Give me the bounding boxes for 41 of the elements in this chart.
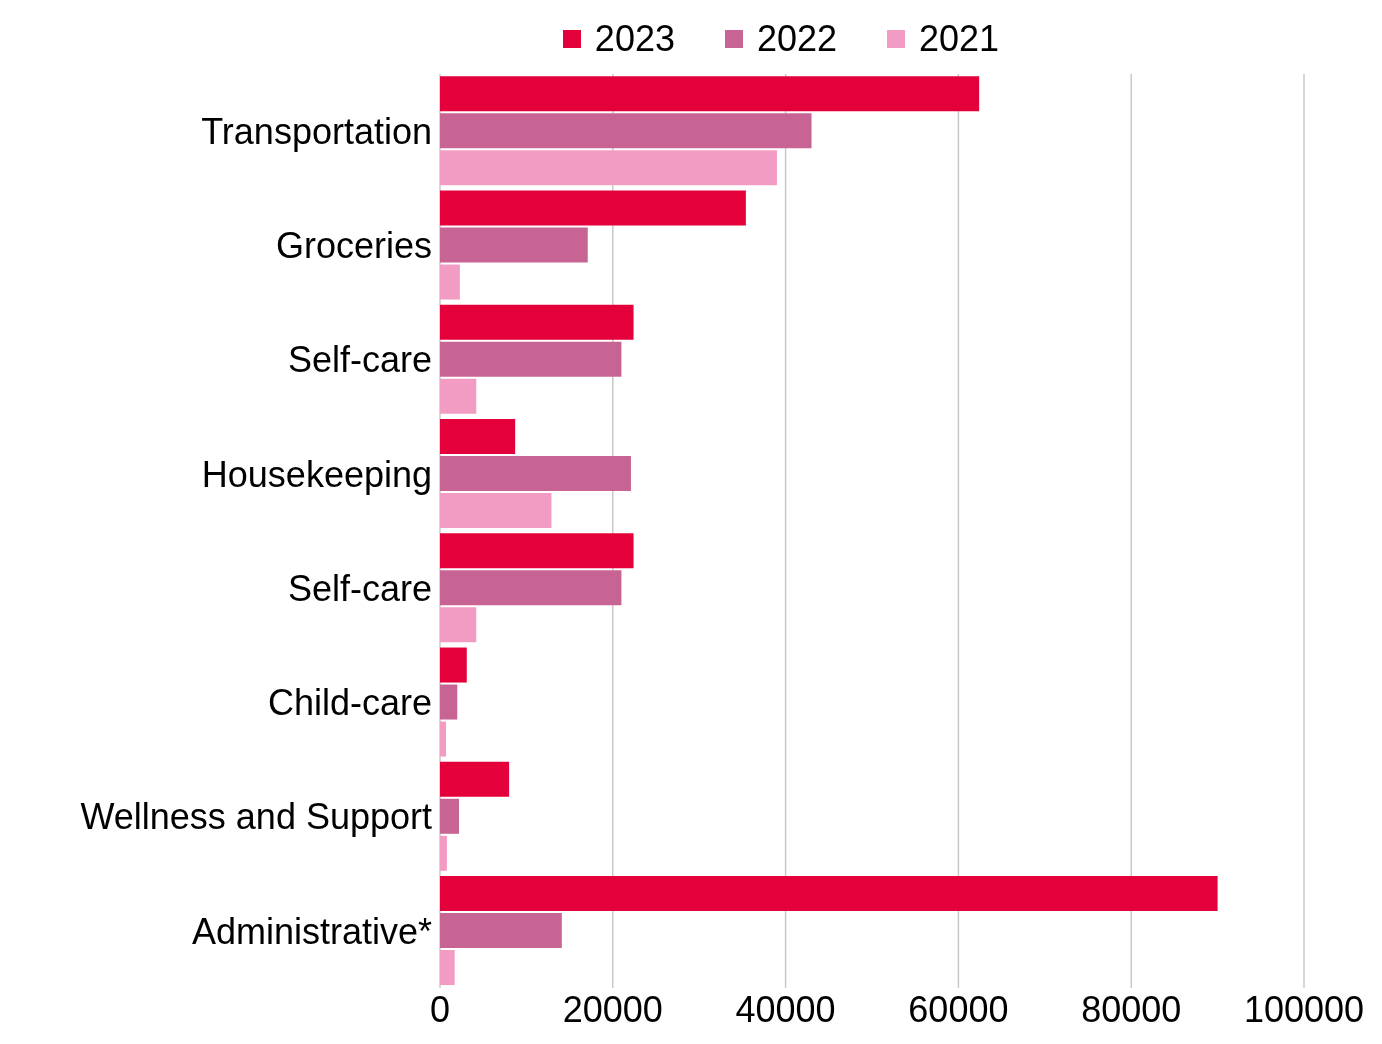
- bar: [440, 190, 746, 226]
- x-tick-label: 60000: [908, 988, 1009, 1030]
- bar: [440, 721, 447, 757]
- bar: [440, 950, 455, 986]
- bar: [440, 761, 510, 797]
- bar: [440, 876, 1218, 912]
- bar: [440, 570, 622, 606]
- bar: [440, 113, 812, 149]
- y-tick-label: Self-care: [287, 567, 432, 609]
- bar: [440, 419, 516, 455]
- y-tick-label: Self-care: [287, 339, 432, 381]
- x-tick-label: 100000: [1243, 988, 1365, 1030]
- bar: [440, 835, 447, 871]
- y-tick-label: Transportation: [201, 110, 432, 152]
- bar: [440, 76, 980, 112]
- legend-label: 2021: [919, 18, 1000, 60]
- y-tick-label: Administrative*: [191, 910, 432, 952]
- bar: [440, 304, 634, 340]
- legend-label: 2022: [756, 18, 838, 60]
- x-tick-label: 80000: [1081, 988, 1182, 1030]
- bar: [440, 798, 460, 834]
- x-tick-label: 0: [429, 988, 451, 1030]
- legend-label: 2023: [594, 18, 675, 60]
- bar: [440, 341, 622, 377]
- y-tick-label: Child-care: [267, 682, 432, 724]
- bar: [440, 227, 588, 263]
- x-tick-label: 20000: [562, 988, 663, 1030]
- bar: [440, 378, 477, 414]
- x-tick-label: 40000: [735, 988, 836, 1030]
- bar: [440, 493, 552, 529]
- bar: [440, 607, 477, 643]
- y-tick-label: Wellness and Support: [80, 796, 432, 838]
- bar: [440, 264, 460, 300]
- bar: [440, 913, 562, 949]
- bar: [440, 647, 467, 683]
- bar: [440, 456, 631, 492]
- y-tick-label: Housekeeping: [201, 453, 432, 495]
- bar: [440, 533, 634, 569]
- y-tick-label: Groceries: [275, 225, 432, 267]
- bar: [440, 684, 458, 720]
- bar: [440, 150, 777, 186]
